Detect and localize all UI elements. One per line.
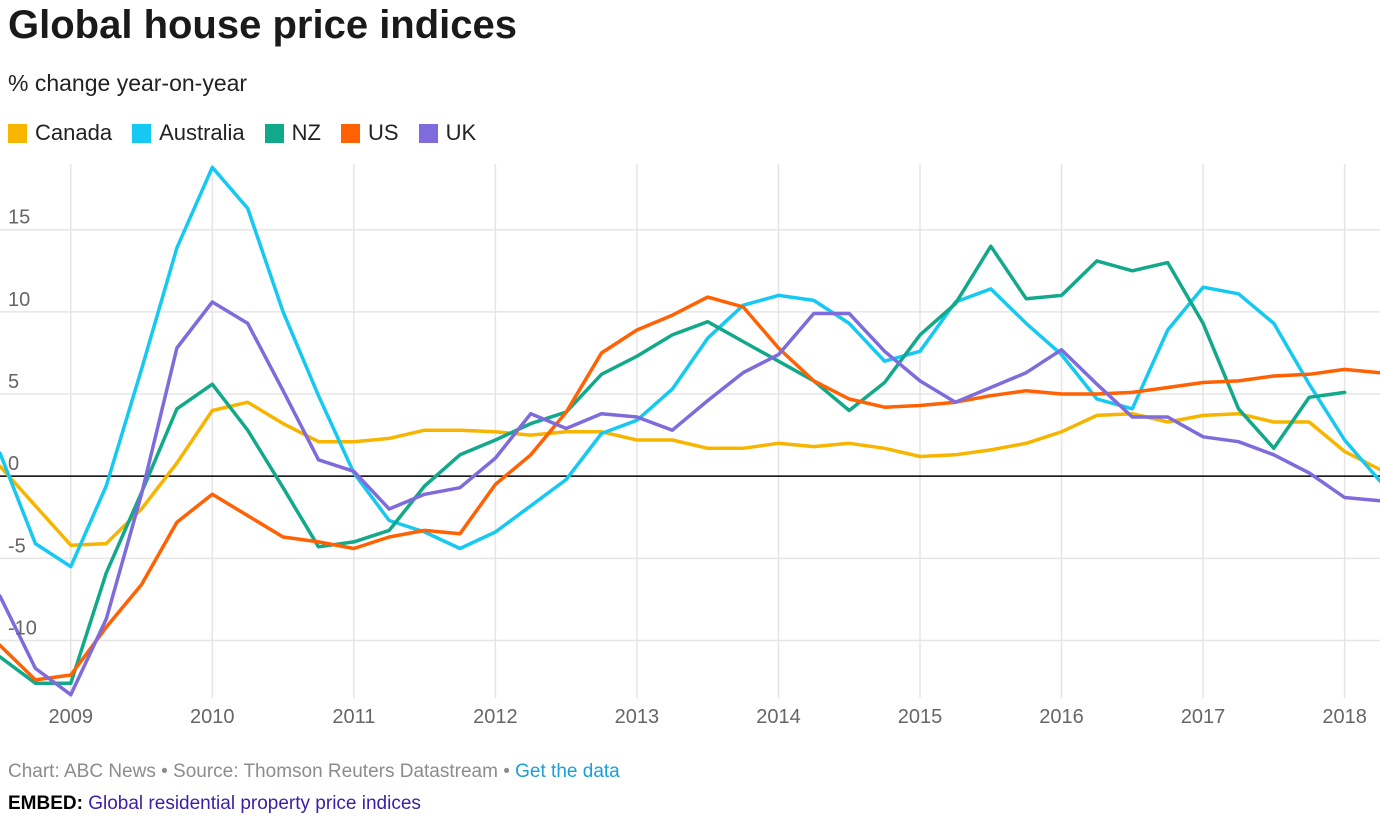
x-tick-label-2017: 2017 <box>1181 706 1226 728</box>
series-line-uk[interactable] <box>0 300 1380 697</box>
legend-item-australia[interactable]: Australia <box>132 120 245 146</box>
chart-title: Global house price indices <box>8 3 518 47</box>
chart-subtitle: % change year-on-year <box>8 70 248 96</box>
legend-item-uk[interactable]: UK <box>418 120 477 146</box>
x-tick-label-2009: 2009 <box>49 706 94 728</box>
legend-label-canada: Canada <box>35 120 113 145</box>
embed-line: EMBED: Global residential property price… <box>8 792 421 816</box>
legend-item-us[interactable]: US <box>341 120 399 146</box>
x-tick-label-2011: 2011 <box>332 706 375 728</box>
x-tick-label-2015: 2015 <box>898 706 943 728</box>
y-tick-label--5: -5 <box>8 535 26 557</box>
legend-label-australia: Australia <box>159 120 245 145</box>
x-tick-label-2012: 2012 <box>473 706 518 728</box>
series-lines <box>0 165 1380 697</box>
y-tick-label-5: 5 <box>8 371 19 393</box>
line-chart: -10 -5 0 5 10 15 2009 2010 2011 2012 2013 2014 2015… <box>0 164 1380 728</box>
legend-label-uk: UK <box>445 120 477 145</box>
legend-label-us: US <box>368 120 399 145</box>
y-tick-label-10: 10 <box>8 289 30 311</box>
embed-link[interactable]: Global residential property price indice… <box>88 793 421 814</box>
legend-swatch-uk <box>418 123 438 143</box>
series-line-australia[interactable] <box>0 165 1380 569</box>
legend-swatch-nz <box>264 123 284 143</box>
embed-label: EMBED: <box>8 793 83 814</box>
series-line-nz[interactable] <box>0 244 1347 685</box>
legend-label-nz: NZ <box>291 120 321 145</box>
legend-swatch-australia <box>132 123 152 143</box>
series-line-us[interactable] <box>0 295 1380 682</box>
x-tick-label-2014: 2014 <box>756 706 801 728</box>
x-axis-tick-labels: 2009 2010 2011 2012 2013 2014 2015 2016 2017 2018 <box>49 706 1367 728</box>
x-tick-label-2013: 2013 <box>615 706 660 728</box>
y-tick-label--10: -10 <box>8 617 37 639</box>
x-tick-label-2018: 2018 <box>1322 706 1367 728</box>
series-line-canada[interactable] <box>0 400 1380 547</box>
legend-swatch-us <box>341 123 360 143</box>
y-tick-label-15: 15 <box>8 207 30 229</box>
chart-footer: Chart: ABC News • Source: Thomson Reuter… <box>8 760 620 784</box>
legend-item-canada[interactable]: Canada <box>8 120 112 146</box>
y-axis-tick-labels: -10 -5 0 5 10 15 <box>8 207 37 640</box>
legend-item-nz[interactable]: NZ <box>264 120 321 146</box>
chart-legend: Canada Australia NZ US UK <box>8 120 496 146</box>
footer-credit: Chart: ABC News • Source: Thomson Reuter… <box>8 761 516 782</box>
x-tick-label-2010: 2010 <box>190 706 235 728</box>
get-the-data-link[interactable]: Get the data <box>515 761 620 782</box>
gridlines <box>0 164 1380 698</box>
y-tick-label-0: 0 <box>8 453 19 475</box>
legend-swatch-canada <box>8 123 27 143</box>
x-tick-label-2016: 2016 <box>1039 706 1084 728</box>
